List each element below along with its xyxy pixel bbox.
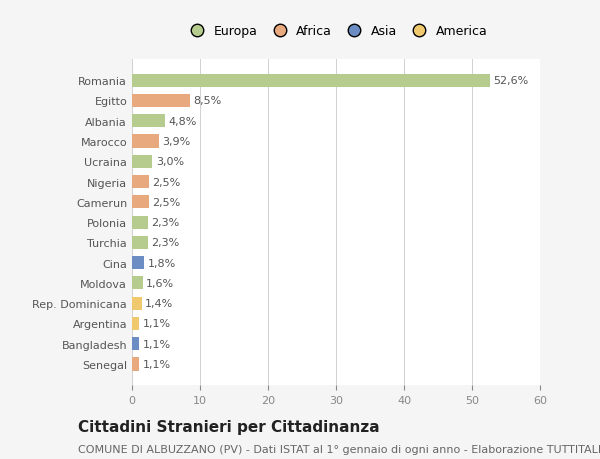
- Bar: [132, 74, 490, 88]
- Text: 1,1%: 1,1%: [143, 339, 171, 349]
- Bar: [132, 337, 139, 351]
- Text: 3,0%: 3,0%: [156, 157, 184, 167]
- Legend: Europa, Africa, Asia, America: Europa, Africa, Asia, America: [179, 20, 493, 43]
- Bar: [132, 176, 149, 189]
- Text: 1,8%: 1,8%: [148, 258, 176, 268]
- Text: 1,1%: 1,1%: [143, 359, 171, 369]
- Text: 3,9%: 3,9%: [162, 137, 190, 147]
- Bar: [132, 358, 139, 371]
- Text: 2,5%: 2,5%: [152, 177, 181, 187]
- Bar: [132, 135, 158, 148]
- Text: 1,4%: 1,4%: [145, 298, 173, 308]
- Text: 2,3%: 2,3%: [151, 238, 179, 248]
- Bar: [132, 196, 149, 209]
- Bar: [132, 317, 139, 330]
- Text: 52,6%: 52,6%: [493, 76, 529, 86]
- Bar: [132, 236, 148, 249]
- Text: 8,5%: 8,5%: [193, 96, 221, 106]
- Bar: [132, 257, 144, 269]
- Bar: [132, 95, 190, 108]
- Bar: [132, 277, 143, 290]
- Text: 2,3%: 2,3%: [151, 218, 179, 228]
- Bar: [132, 115, 164, 128]
- Bar: [132, 297, 142, 310]
- Text: 1,6%: 1,6%: [146, 278, 175, 288]
- Text: 4,8%: 4,8%: [168, 117, 196, 127]
- Text: COMUNE DI ALBUZZANO (PV) - Dati ISTAT al 1° gennaio di ogni anno - Elaborazione : COMUNE DI ALBUZZANO (PV) - Dati ISTAT al…: [78, 444, 600, 454]
- Text: Cittadini Stranieri per Cittadinanza: Cittadini Stranieri per Cittadinanza: [78, 419, 380, 434]
- Text: 2,5%: 2,5%: [152, 197, 181, 207]
- Text: 1,1%: 1,1%: [143, 319, 171, 329]
- Bar: [132, 156, 152, 168]
- Bar: [132, 216, 148, 229]
